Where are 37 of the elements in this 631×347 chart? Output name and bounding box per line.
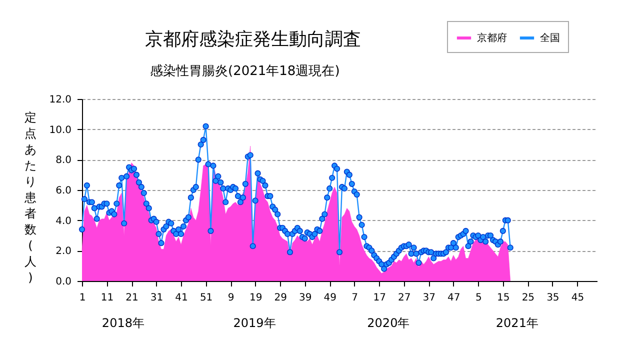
- x-tick-label: 7: [352, 292, 358, 304]
- legend-label: 京都府: [477, 32, 507, 44]
- x-tick-label: 51: [200, 292, 213, 304]
- legend-label: 全国: [540, 32, 560, 44]
- x-tick-label: 37: [422, 292, 436, 304]
- text: 定点あたり患者数(人): [24, 110, 36, 284]
- x-tick-label: 39: [298, 292, 312, 304]
- x-tick-label: 5: [475, 292, 482, 304]
- chart-subtitle: 感染性胃腸炎(2021年18週現在): [150, 64, 340, 79]
- y-tick-label: 2.0: [56, 246, 72, 258]
- x-tick-label: 25: [522, 292, 535, 304]
- x-tick-label: 49: [324, 292, 336, 304]
- x-tick-label: 29: [274, 292, 287, 304]
- text: 2020年: [367, 316, 410, 330]
- text: 2019年: [233, 316, 276, 330]
- y-tick-label: 12.0: [49, 94, 72, 106]
- x-tick-label: 1: [79, 292, 86, 304]
- x-tick-label: 31: [150, 292, 164, 304]
- x-tick-label: 27: [398, 292, 411, 304]
- x-tick-label: 47: [448, 292, 460, 304]
- y-tick-label: 0.0: [56, 276, 72, 288]
- text: 2018年: [102, 316, 144, 330]
- x-tick-label: 45: [571, 292, 584, 304]
- x-tick-label: 21: [126, 292, 138, 304]
- x-tick-label: 17: [373, 292, 386, 304]
- chart-title: 京都府感染症発生動向調査: [145, 29, 361, 50]
- x-tick-label: 35: [546, 292, 560, 304]
- text: 2021年: [496, 316, 538, 330]
- x-tick-label: 19: [249, 292, 262, 304]
- y-tick-label: 8.0: [56, 155, 72, 166]
- x-tick-label: 41: [175, 292, 188, 304]
- x-tick-label: 9: [228, 292, 234, 304]
- y-tick-label: 4.0: [56, 216, 72, 227]
- x-tick-label: 15: [497, 292, 510, 304]
- y-tick-label: 10.0: [49, 124, 72, 136]
- x-tick-label: 11: [100, 292, 114, 304]
- y-tick-label: 6.0: [56, 186, 72, 196]
